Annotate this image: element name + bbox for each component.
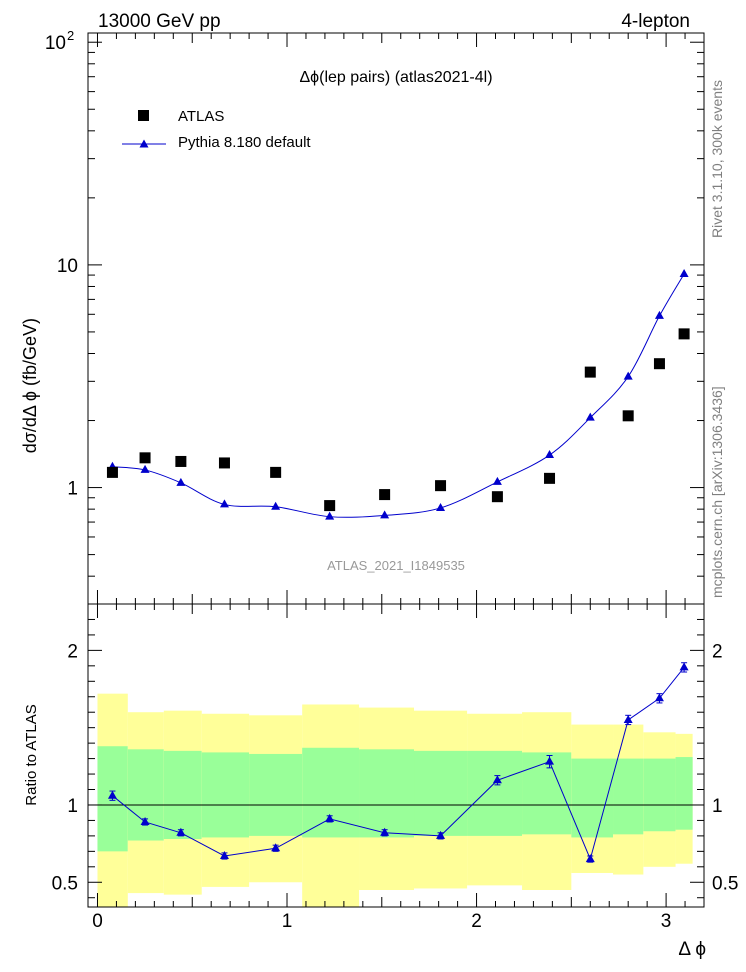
data-point [324, 500, 336, 512]
main-y-axis-label: dσ/dΔ ϕ (fb/GeV) [20, 318, 40, 453]
legend-atlas-marker [138, 110, 149, 121]
ratio-point [492, 775, 502, 784]
legend-atlas-label: ATLAS [178, 108, 224, 125]
ratio-band-inner [201, 752, 250, 838]
mc-point [623, 371, 633, 380]
ratio-point [176, 827, 186, 836]
ratio-band-inner [249, 753, 303, 836]
x-tick-label: 1 [282, 911, 293, 932]
data-point [270, 466, 282, 478]
header-left-label: 13000 GeV pp [98, 11, 221, 32]
main-watermark: ATLAS_2021_I1849535 [327, 558, 465, 573]
ratio-curve [112, 667, 685, 861]
ratio-band-inner [359, 749, 415, 838]
ratio-y-tick-label: 2 [712, 641, 723, 662]
ratio-point [654, 693, 664, 702]
ratio-point [623, 714, 633, 723]
mc-point [436, 502, 446, 511]
data-point [139, 452, 151, 464]
ratio-band-inner [127, 749, 164, 841]
ratio-y-tick-label: 0.5 [52, 873, 78, 894]
ratio-band-inner [613, 758, 644, 835]
ratio-band-inner [643, 758, 676, 832]
main-y-tick-label-exponent: 2 [67, 28, 74, 43]
mc-point [545, 450, 555, 459]
data-point [653, 358, 665, 370]
main-y-tick-label: 10 [45, 33, 66, 54]
ratio-y-tick-label: 1 [712, 796, 723, 817]
mc-point [492, 476, 502, 485]
ratio-point [380, 827, 390, 836]
ratio-band-inner [414, 750, 468, 836]
ratio-band-inner [302, 747, 360, 838]
ratio-point [325, 813, 335, 822]
mc-point [325, 511, 335, 520]
ratio-point [107, 790, 117, 799]
main-title: Δϕ(lep pairs) (atlas2021-4l) [299, 69, 492, 86]
ratio-point [271, 843, 281, 852]
data-point [218, 457, 230, 469]
x-axis-label: Δ ϕ [678, 939, 706, 960]
data-point [584, 366, 596, 378]
mc-point [654, 310, 664, 319]
mc-point [679, 269, 689, 278]
ratio-point [679, 662, 689, 671]
ratio-y-axis-label: Ratio to ATLAS [23, 704, 40, 805]
main-plot-marks [106, 269, 690, 520]
legend-pythia-marker [139, 139, 149, 148]
mc-point [176, 477, 186, 486]
x-tick-label: 2 [471, 911, 482, 932]
x-tick-label: 3 [661, 911, 672, 932]
ratio-point [585, 854, 595, 863]
x-tick-label: 0 [92, 911, 103, 932]
ratio-y-tick-label: 2 [67, 641, 78, 662]
rivet-version-label: Rivet 3.1.10, 300k events [709, 80, 725, 238]
data-point [106, 466, 118, 478]
ratio-band-inner [163, 750, 202, 839]
ratio-point [140, 816, 150, 825]
ratio-band-inner [675, 757, 693, 830]
mcplots-label: mcplots.cern.ch [arXiv:1306.3436] [709, 386, 725, 598]
mc-point [219, 499, 229, 508]
mc-point [585, 412, 595, 421]
mc-point [140, 464, 150, 473]
ratio-point [436, 830, 446, 839]
ratio-band-inner [571, 758, 614, 838]
main-y-tick-label: 1 [67, 479, 78, 500]
mc-point [271, 501, 281, 510]
ratio-panel: 0.5 0.5 1 1 2 2 0 1 2 3 Ratio to ATLAS Δ ϕ [23, 603, 738, 960]
ratio-frame [87, 603, 705, 908]
data-point [379, 489, 391, 501]
ratio-band-inner [522, 752, 572, 835]
ratio-point [219, 850, 229, 859]
data-point [491, 491, 503, 503]
data-point [622, 410, 634, 422]
data-point [435, 480, 447, 492]
mc-curve [112, 273, 685, 518]
mc-point [380, 510, 390, 519]
data-point [175, 455, 187, 467]
legend-pythia-label: Pythia 8.180 default [178, 134, 311, 151]
data-point [678, 328, 690, 340]
legend: ATLAS Pythia 8.180 default [122, 108, 311, 151]
ratio-y-tick-label: 1 [67, 796, 78, 817]
data-point [544, 472, 556, 484]
header-right-label: 4-lepton [621, 11, 690, 32]
ratio-plot-marks [88, 662, 704, 907]
ratio-ticks: 0.5 0.5 1 1 2 2 0 1 2 3 [52, 603, 738, 932]
ratio-y-tick-label: 0.5 [712, 873, 738, 894]
main-y-tick-label: 10 [57, 256, 78, 277]
ratio-point [545, 756, 555, 765]
ratio-band-inner [467, 750, 523, 836]
